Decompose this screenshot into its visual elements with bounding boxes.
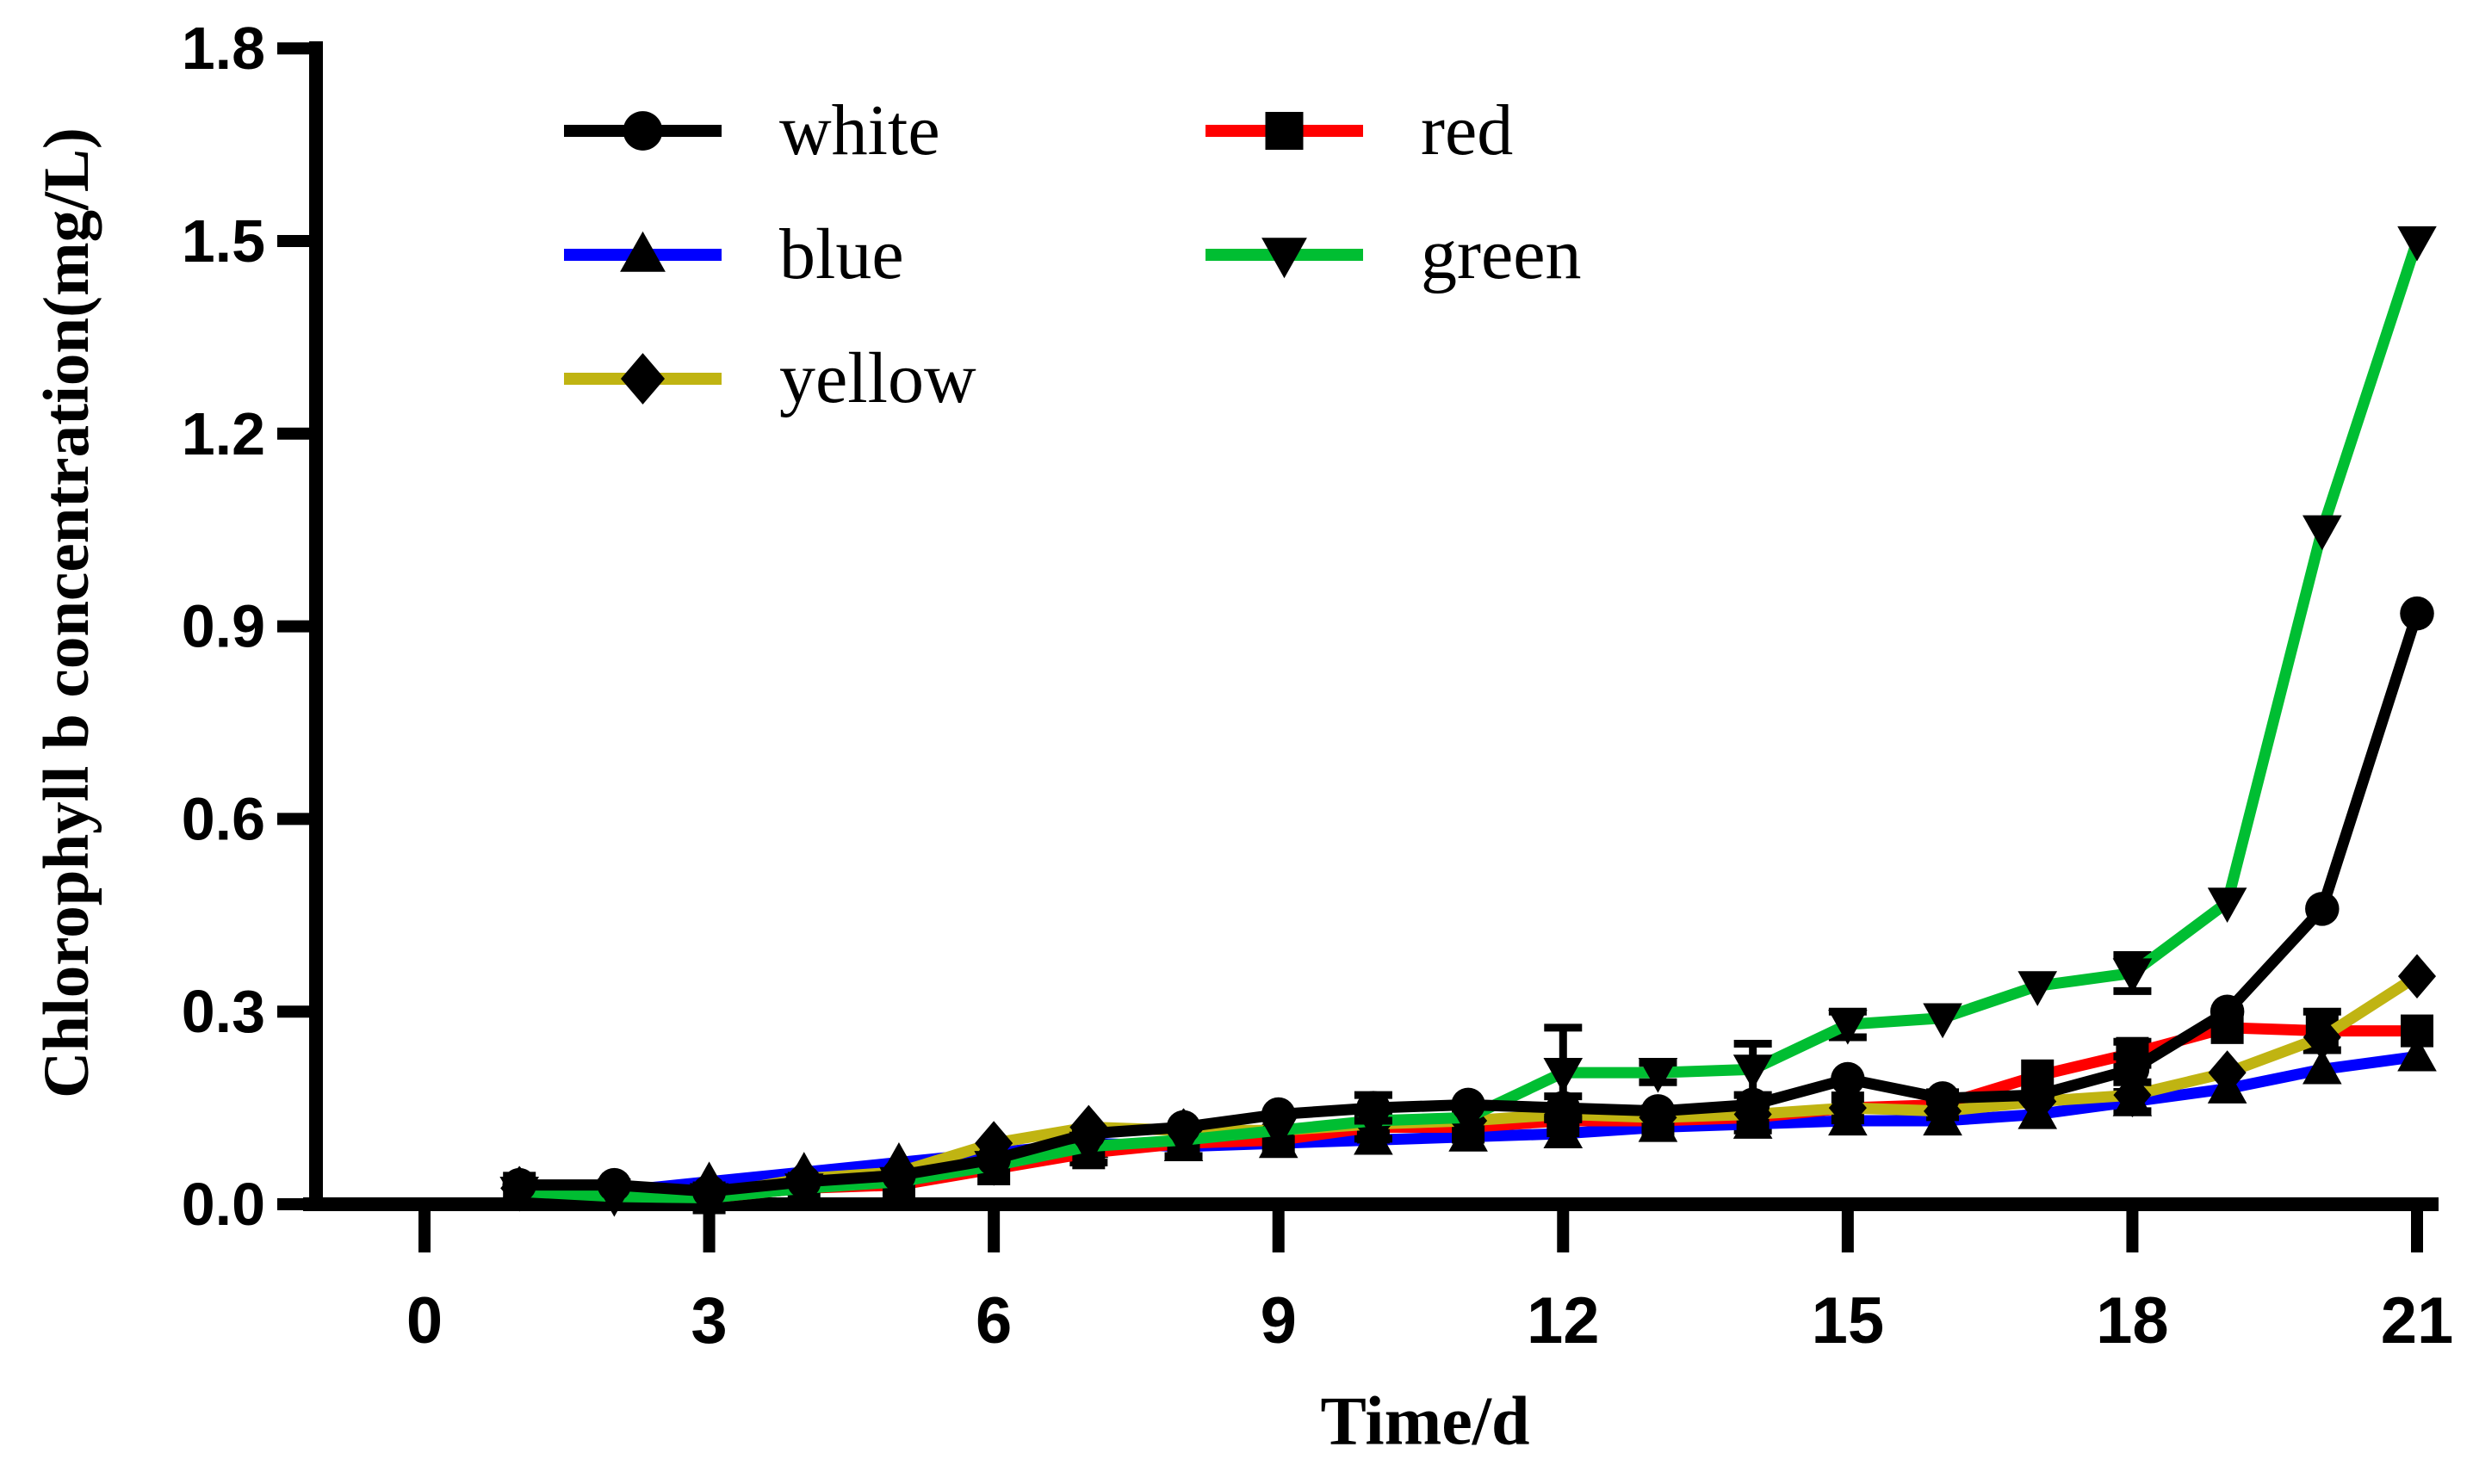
legend-label-blue: blue [779,214,904,294]
y-tick-label: 1.5 [182,207,265,275]
data-point-green [1732,1054,1773,1090]
x-tick-label: 18 [2096,1284,2169,1357]
data-point-white [1356,1091,1391,1125]
data-point-green [2207,887,2247,923]
y-tick-label: 0.3 [182,978,265,1045]
x-tick-label: 21 [2381,1284,2454,1357]
x-tick-label: 12 [1527,1284,1600,1357]
data-point-white [2020,1078,2055,1112]
data-point-white [502,1167,536,1203]
x-tick-label: 9 [1261,1284,1297,1357]
data-point-white [2305,892,2340,926]
legend-marker-white [623,111,663,151]
data-point-green [2397,226,2437,262]
data-point-white [1735,1087,1770,1122]
y-axis-label: Chlorophyll b concentration(mg/L) [31,127,102,1098]
y-tick-label: 0.9 [182,593,265,660]
legend-label-green: green [1421,214,1582,294]
legend-marker-red [1265,112,1304,150]
legend-marker-green [1261,238,1307,279]
data-point-yellow [2303,1015,2341,1060]
data-point-white [1071,1116,1106,1151]
legend-swatch-white [564,111,722,151]
data-point-blue [2397,1036,2437,1072]
data-point-green [1638,1057,1678,1093]
data-point-white [787,1165,821,1199]
data-point-green [1923,1003,1962,1039]
data-point-white [1261,1097,1296,1132]
data-point-white [2400,596,2434,631]
data-point-green [2112,958,2153,993]
data-point-green [1828,1010,1868,1045]
data-point-white [976,1142,1011,1177]
legend-label-red: red [1421,90,1514,170]
legend-label-white: white [779,90,940,170]
legend-swatch-red [1206,112,1363,150]
data-point-white [1546,1091,1581,1125]
legend-label-yellow: yellow [779,338,976,418]
data-point-white [1831,1061,1865,1097]
data-point-green [2017,971,2058,1006]
legend-swatch-blue [564,231,722,272]
x-tick-label: 0 [406,1284,443,1357]
data-point-green [1543,1057,1584,1093]
x-tick-label: 15 [1812,1284,1885,1357]
data-point-white [691,1174,727,1209]
data-point-white [1451,1087,1485,1122]
x-axis-label: Time/d [1320,1383,1530,1460]
x-tick-label: 6 [976,1284,1012,1357]
data-point-white [1925,1081,1960,1116]
legend-marker-blue [620,231,666,272]
x-tick-label: 3 [691,1284,727,1357]
y-tick-label: 1.8 [182,15,265,82]
data-point-yellow [2397,954,2437,999]
y-tick-label: 0.6 [182,785,265,852]
data-point-yellow [2208,1050,2247,1095]
data-point-yellow [1828,1085,1867,1130]
series-white [502,596,2434,1209]
data-point-white [882,1158,916,1193]
data-point-white [2210,994,2245,1029]
legend-marker-yellow [620,353,666,405]
data-point-white [1640,1094,1676,1128]
legend-swatch-yellow [564,353,722,405]
data-point-green [2303,515,2342,551]
y-tick-label: 0.0 [182,1171,265,1238]
data-point-white [1166,1110,1201,1145]
data-point-white [597,1167,632,1203]
data-point-red [2401,1014,2433,1048]
data-point-blue [2303,1048,2342,1085]
y-tick-label: 1.2 [182,400,265,467]
data-point-white [2115,1052,2150,1087]
legend-swatch-green [1206,238,1363,279]
